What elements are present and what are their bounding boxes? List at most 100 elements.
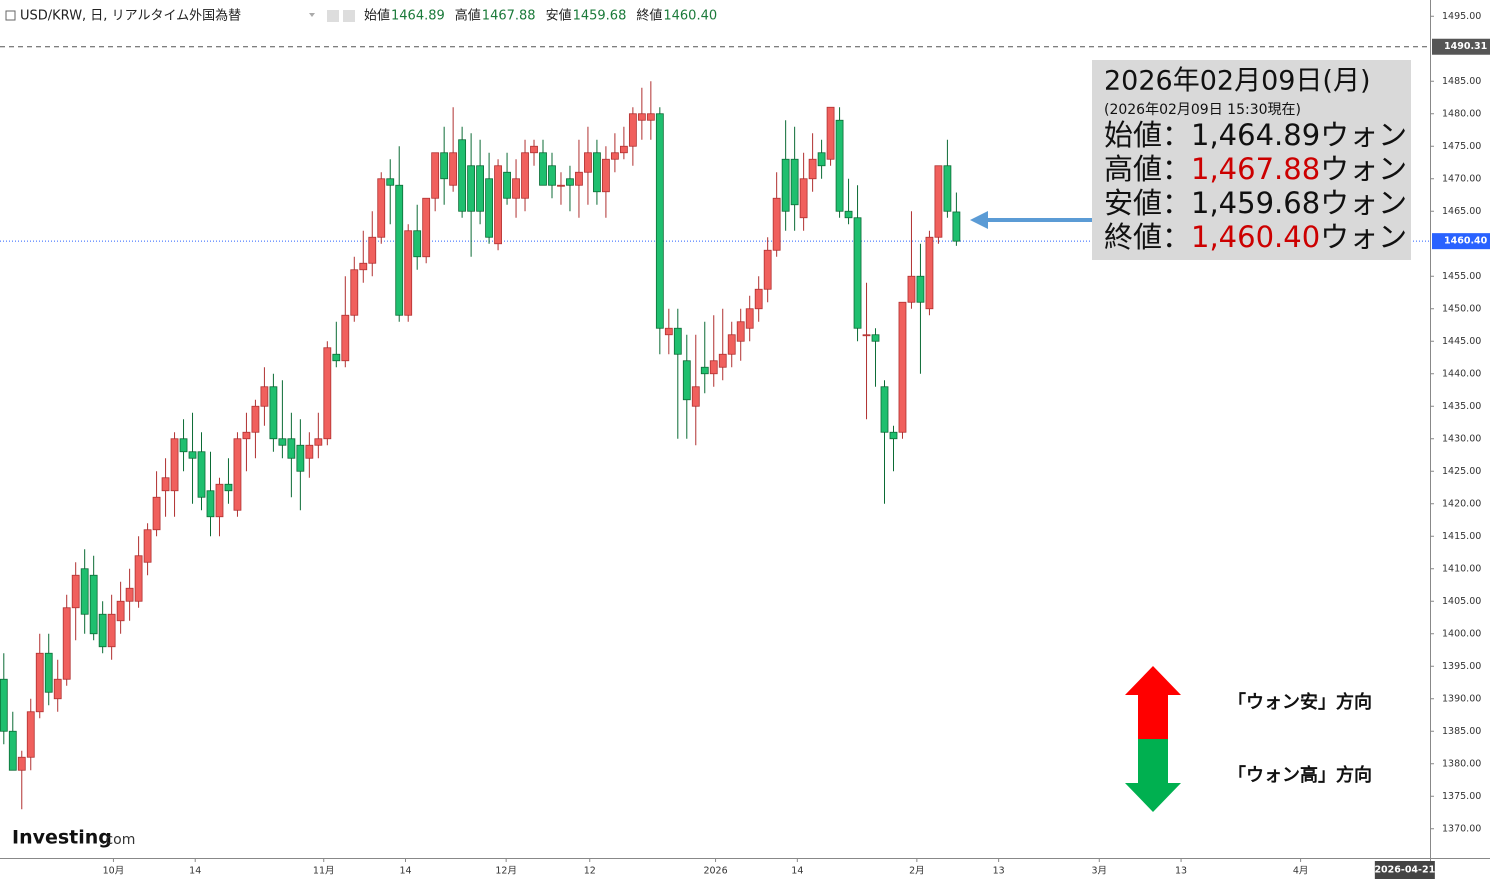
direction-arrow: 「ウォン安」方向 「ウォン高」方向 — [1125, 666, 1372, 812]
header-values: 始値 1464.89 高値 1467.88 安値 1459.68 終値 1460.40 — [364, 8, 717, 24]
candle-body — [503, 171, 511, 199]
y-tick-label: 1415.00 — [1442, 531, 1481, 542]
candle-body — [745, 308, 754, 329]
candle-body — [89, 574, 98, 635]
candle-body — [26, 711, 35, 758]
candle-body — [817, 152, 826, 167]
candle-body — [143, 529, 152, 563]
y-tick-label: 1465.00 — [1442, 206, 1481, 217]
candle-body — [682, 360, 691, 401]
candle-body — [889, 431, 898, 440]
candle-body — [691, 386, 700, 407]
plot: 1370.00 1375.00 1380.00 1385.00 1390.00 1395.… — [0, 11, 1490, 879]
collapse-icon — [5, 10, 16, 21]
candle-body — [251, 405, 260, 433]
y-tick-label: 1450.00 — [1442, 303, 1481, 314]
candle-body — [179, 438, 188, 453]
y-tick-label: 1455.00 — [1442, 271, 1481, 282]
candle-body — [925, 236, 934, 310]
pointer-head — [970, 211, 988, 229]
candle-body — [494, 165, 502, 245]
candle-body — [152, 496, 161, 531]
candle-body — [98, 613, 107, 648]
y-tick-label: 1385.00 — [1442, 726, 1481, 737]
candle-body — [377, 178, 386, 238]
header-label: 始値 — [364, 8, 390, 24]
candle-body — [422, 197, 431, 258]
candle-body — [664, 327, 673, 336]
header-title: USD/KRW, 日, リアルタイム外国為替 — [20, 8, 241, 24]
header-label: 終値 — [636, 8, 662, 24]
header-value: 1459.68 — [573, 9, 627, 24]
info-value: 1,467.88 — [1191, 152, 1320, 186]
info-label: 始値： — [1104, 118, 1191, 152]
candle-body — [754, 288, 763, 310]
header: USD/KRW, 日, リアルタイム外国為替 — [5, 8, 355, 24]
candle-body — [772, 197, 781, 251]
y-tick-label: 1480.00 — [1442, 108, 1481, 119]
candle-body — [835, 119, 844, 212]
y-tick-label: 1390.00 — [1442, 693, 1481, 704]
candle-body — [332, 353, 341, 362]
info-unit: ウォン — [1320, 118, 1407, 152]
candle-body — [278, 438, 287, 446]
candle-body — [404, 230, 413, 316]
info-unit: ウォン — [1320, 186, 1407, 220]
candle-body — [853, 217, 862, 329]
candle-body — [0, 678, 8, 732]
candle-body — [440, 152, 449, 180]
candle-body — [548, 165, 556, 186]
candle-body — [134, 555, 143, 602]
header-label: 安値 — [546, 8, 572, 24]
candle-body — [269, 386, 278, 440]
candle-body — [485, 178, 493, 238]
down-label: 「ウォン高」方向 — [1228, 764, 1372, 786]
y-tick-label: 1405.00 — [1442, 596, 1481, 607]
y-tick-label: 1370.00 — [1442, 823, 1481, 834]
info-unit: ウォン — [1320, 152, 1407, 186]
y-tick-label: 1395.00 — [1442, 661, 1481, 672]
candle-body — [476, 165, 484, 212]
info-unit: ウォン — [1320, 220, 1407, 254]
dropdown — [309, 13, 315, 17]
candle-body — [107, 613, 116, 648]
candle-body — [808, 158, 817, 180]
candle-body — [709, 360, 718, 375]
price-tag-label: 1490.31 — [1444, 41, 1487, 52]
candle-body — [700, 366, 709, 375]
candle-body — [943, 165, 952, 212]
icon — [343, 10, 355, 22]
x-tick-label: 13 — [1175, 866, 1187, 877]
info-box-bg — [1092, 60, 1411, 260]
candle-body — [539, 152, 547, 186]
y-tick-label: 1495.00 — [1442, 11, 1481, 22]
info-value: 1,464.89 — [1191, 118, 1320, 152]
pointer-arrow — [970, 211, 1092, 229]
candle-body — [790, 158, 799, 206]
candle-body — [395, 184, 404, 316]
candle-body — [763, 249, 772, 290]
candle-body — [359, 262, 368, 271]
info-note: (2026年02月09日 15:30現在) — [1104, 102, 1301, 118]
candle-body — [116, 600, 125, 622]
y-tick-label: 1440.00 — [1442, 368, 1481, 379]
candle-body — [170, 438, 179, 492]
candle-body — [413, 230, 422, 258]
x-tick-label: 12月 — [495, 866, 517, 877]
x-tick-label: 4月 — [1293, 866, 1309, 877]
candle-body — [260, 386, 269, 407]
y-tick-label: 1420.00 — [1442, 498, 1481, 509]
candle-body — [80, 568, 89, 615]
candle-body — [826, 106, 835, 160]
x-tick-label: 14 — [791, 866, 803, 877]
candle-body — [233, 438, 242, 511]
info-value: 1,460.40 — [1191, 220, 1320, 254]
x-tick-label: 14 — [189, 866, 201, 877]
price-tag — [1432, 38, 1490, 55]
candle-body — [898, 301, 907, 433]
candle-body — [655, 113, 664, 329]
candle-body — [305, 444, 314, 459]
candle-body — [718, 353, 727, 368]
header-label: 高値 — [455, 8, 481, 24]
